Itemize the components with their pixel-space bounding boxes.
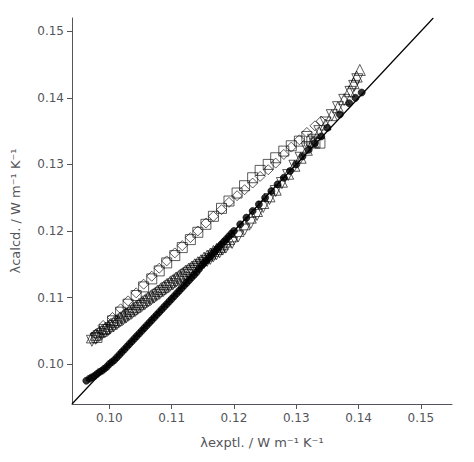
svg-text:0.14: 0.14 <box>37 91 64 105</box>
svg-text:0.10: 0.10 <box>37 357 64 371</box>
svg-text:0.10: 0.10 <box>96 411 123 425</box>
svg-text:0.11: 0.11 <box>37 291 64 305</box>
svg-text:0.13: 0.13 <box>283 411 310 425</box>
svg-text:0.11: 0.11 <box>158 411 185 425</box>
svg-text:0.14: 0.14 <box>345 411 372 425</box>
svg-text:0.13: 0.13 <box>37 157 64 171</box>
svg-text:0.12: 0.12 <box>37 224 64 238</box>
svg-text:0.15: 0.15 <box>37 24 64 38</box>
svg-text:λcalcd. / W m⁻¹ K⁻¹: λcalcd. / W m⁻¹ K⁻¹ <box>8 148 23 273</box>
svg-text:0.12: 0.12 <box>221 411 248 425</box>
svg-text:0.15: 0.15 <box>407 411 434 425</box>
svg-text:λexptl. / W m⁻¹ K⁻¹: λexptl. / W m⁻¹ K⁻¹ <box>200 435 323 450</box>
